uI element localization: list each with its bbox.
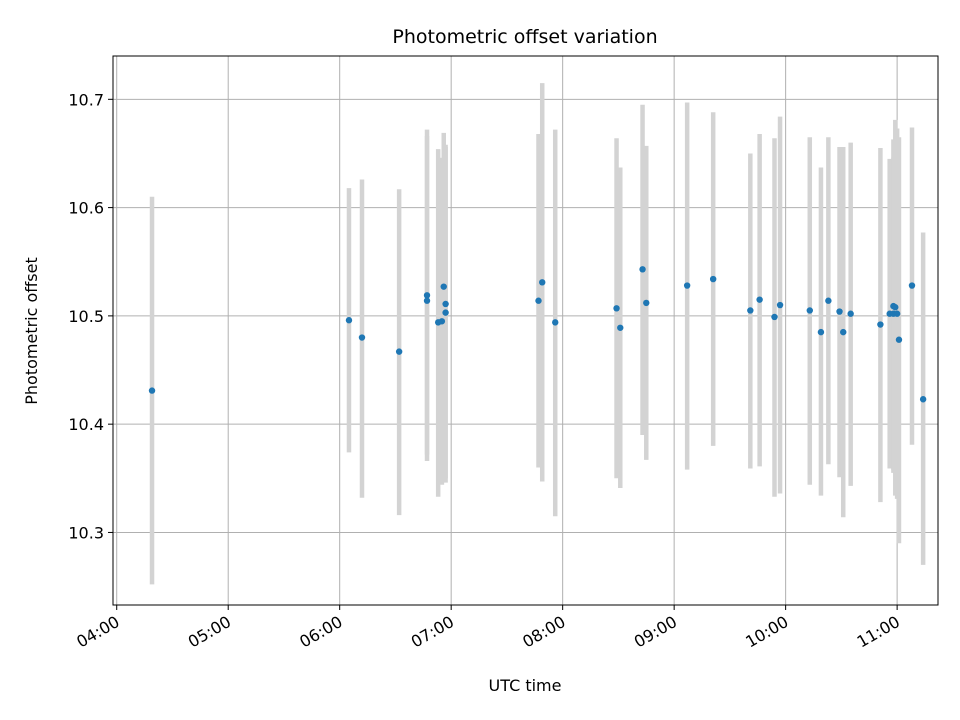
y-tick-label: 10.3 <box>68 523 104 542</box>
data-point-18 <box>683 282 691 289</box>
data-point-3 <box>395 348 403 355</box>
data-point-25 <box>817 328 825 336</box>
data-point-4 <box>423 292 431 299</box>
data-point-16 <box>639 266 646 273</box>
data-point-7 <box>438 318 446 325</box>
data-point-12 <box>539 279 546 286</box>
data-point-23 <box>776 301 784 309</box>
data-point-15 <box>617 324 624 331</box>
data-point-14 <box>613 305 620 312</box>
grid <box>113 56 938 605</box>
data-point-27 <box>836 308 843 315</box>
data-point-26 <box>825 297 832 304</box>
data-point-0 <box>148 387 156 394</box>
y-tick-label: 10.7 <box>68 90 104 109</box>
data-point-17 <box>643 299 650 307</box>
data-point-5 <box>423 297 431 304</box>
data-point-37 <box>908 282 916 289</box>
data-point-20 <box>747 307 754 314</box>
data-point-38 <box>919 396 927 403</box>
y-axis-label: Photometric offset <box>22 257 41 405</box>
data-point-1 <box>345 317 353 324</box>
chart-title: Photometric offset variation <box>392 26 657 48</box>
data-point-36 <box>895 336 903 343</box>
y-tick-label: 10.5 <box>68 307 104 326</box>
data-points <box>148 266 927 403</box>
y-axis: 10.3 10.4 10.5 10.6 10.7 <box>68 90 113 542</box>
data-point-29 <box>847 310 854 317</box>
plot-frame <box>112 55 939 606</box>
data-point-24 <box>806 307 813 314</box>
data-point-10 <box>442 309 449 316</box>
data-point-35 <box>893 310 901 317</box>
data-point-13 <box>552 319 559 326</box>
data-point-19 <box>709 275 717 283</box>
y-tick-label: 10.6 <box>68 199 104 218</box>
data-point-34 <box>892 304 899 311</box>
x-axis-label: UTC time <box>489 676 562 695</box>
data-point-8 <box>440 283 447 290</box>
data-point-22 <box>771 313 778 321</box>
data-point-9 <box>442 300 449 308</box>
data-point-11 <box>535 297 542 304</box>
data-point-28 <box>840 328 847 336</box>
y-tick-label: 10.4 <box>68 415 104 434</box>
data-point-2 <box>358 334 366 341</box>
data-point-21 <box>756 296 763 303</box>
data-point-30 <box>877 321 884 328</box>
